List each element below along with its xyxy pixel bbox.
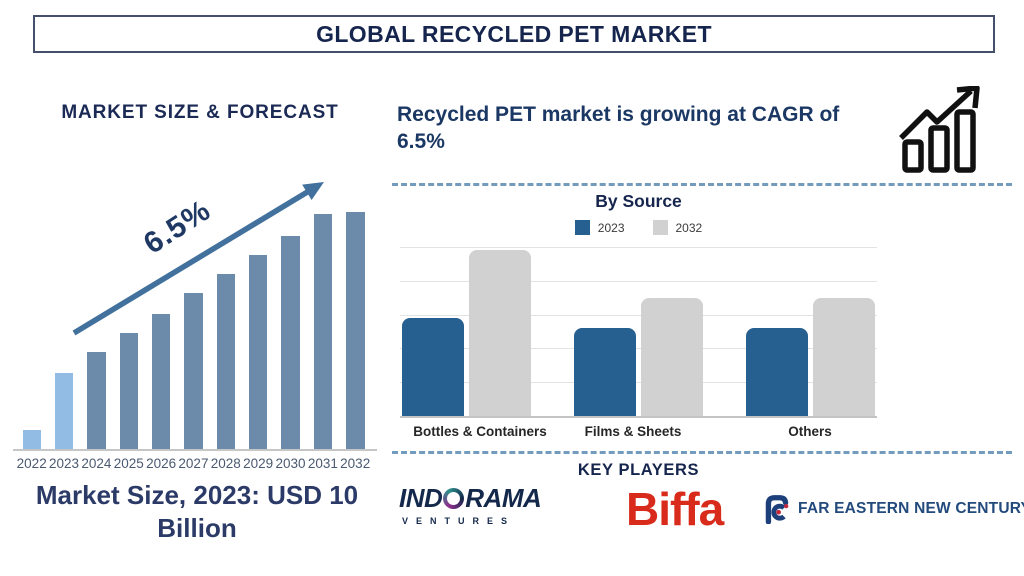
year-label-2028: 2028 — [210, 456, 241, 471]
indorama-globe-o-icon — [443, 488, 465, 509]
legend-swatch-2032 — [652, 220, 668, 235]
by-source-label-2: Films & Sheets — [584, 424, 682, 439]
by-source-label-1: Bottles & Containers — [413, 424, 547, 439]
by-source-gridline — [400, 281, 877, 282]
year-label-2031: 2031 — [307, 456, 338, 471]
by-source-bar-2032-Others — [813, 298, 875, 416]
legend-swatch-2023 — [574, 220, 590, 235]
indorama-subtext: VENTURES — [402, 516, 516, 526]
market-size-bars — [13, 212, 377, 451]
indorama-text-right: RAMA — [465, 483, 542, 513]
year-label-2025: 2025 — [113, 456, 144, 471]
fenc-logo-text: FAR EASTERN NEW CENTURY — [798, 500, 1024, 517]
by-source-legend: 2023 2032 — [400, 220, 877, 235]
indorama-wordmark: IND RAMA — [399, 483, 569, 514]
indorama-ventures-logo: IND RAMA VENTURES — [399, 483, 569, 526]
market-size-bar-2029 — [248, 255, 268, 449]
market-size-bar-2031 — [313, 214, 333, 449]
market-size-bar-2022 — [22, 430, 41, 449]
by-source-bar-2023-Others — [746, 328, 808, 416]
biffa-logo: Biffa — [626, 483, 724, 535]
market-size-bar-2026 — [151, 314, 171, 449]
cagr-headline: Recycled PET market is growing at CAGR o… — [397, 103, 840, 154]
legend-item-2032: 2032 — [652, 220, 703, 235]
market-size-bar-2030 — [281, 236, 300, 449]
by-source-label-3: Others — [788, 424, 832, 439]
fenc-logo: FAR EASTERN NEW CENTURY — [764, 494, 1024, 524]
dashed-divider-bottom — [392, 451, 1012, 454]
market-size-bar-2028 — [216, 274, 236, 449]
by-source-title: By Source — [595, 191, 682, 211]
by-source-gridline — [400, 247, 877, 248]
by-source-baseline — [400, 416, 877, 418]
year-label-2030: 2030 — [275, 456, 306, 471]
market-size-bar-2025 — [119, 333, 139, 449]
year-label-2022: 2022 — [16, 456, 47, 471]
by-source-bar-2023-Films & Sheets — [574, 328, 636, 416]
by-source-category-labels: Bottles & Containers Films & Sheets Others — [400, 424, 877, 442]
year-label-2026: 2026 — [146, 456, 177, 471]
legend-item-2023: 2023 — [574, 220, 625, 235]
growth-arrow-icon — [72, 182, 324, 336]
indorama-text-left: IND — [399, 483, 443, 513]
legend-label-2023: 2023 — [597, 220, 625, 235]
by-source-bar-2032-Films & Sheets — [641, 298, 703, 416]
market-size-years: 2022 2023 2024 2025 2026 2027 2028 2029 2030 2031… — [13, 456, 377, 472]
market-size-bar-2024 — [87, 352, 106, 449]
year-label-2029: 2029 — [243, 456, 274, 471]
by-source-plot — [400, 247, 877, 418]
by-source-bar-2023-Bottles & Containers — [402, 318, 464, 416]
key-players-heading: KEY PLAYERS — [577, 461, 700, 479]
legend-label-2032: 2032 — [675, 220, 703, 235]
page-title: GLOBAL RECYCLED PET MARKET — [316, 20, 712, 47]
market-size-heading: MARKET SIZE & FORECAST — [61, 102, 339, 123]
fenc-logo-mark — [765, 495, 789, 524]
by-source-bar-2032-Bottles & Containers — [469, 250, 531, 416]
market-size-caption: Market Size, 2023: USD 10 Billion — [35, 480, 359, 543]
by-source-gridline — [400, 315, 877, 316]
title-banner: GLOBAL RECYCLED PET MARKET — [33, 15, 995, 53]
market-size-bar-2023 — [54, 373, 74, 449]
year-label-2027: 2027 — [178, 456, 209, 471]
market-size-bar-2032 — [346, 212, 365, 449]
year-label-2024: 2024 — [81, 456, 112, 471]
market-size-bar-2027 — [184, 293, 203, 449]
by-source-gridline — [400, 382, 877, 383]
by-source-gridline — [400, 348, 877, 349]
dashed-divider-top — [392, 183, 1012, 186]
year-label-2023: 2023 — [49, 456, 80, 471]
year-label-2032: 2032 — [340, 456, 371, 471]
growth-chart-icon — [899, 86, 980, 173]
